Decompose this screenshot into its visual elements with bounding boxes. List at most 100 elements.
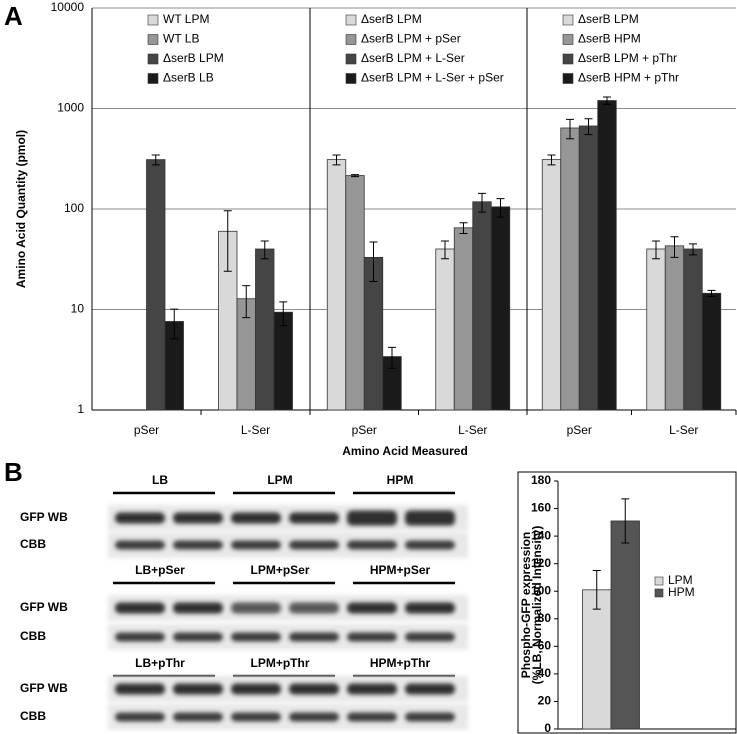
error-bar bbox=[707, 289, 716, 297]
x-tick-label: L-Ser bbox=[241, 423, 270, 437]
blot-group-label: LB bbox=[152, 473, 168, 487]
blot-band bbox=[289, 602, 339, 614]
y-axis-title: Amino Acid Quantity (pmol) bbox=[14, 130, 28, 288]
blot-band bbox=[115, 512, 165, 524]
bar bbox=[597, 100, 617, 411]
error-bar bbox=[584, 118, 593, 136]
blot-group-label: LPM+pSer bbox=[250, 563, 309, 577]
legend-swatch bbox=[147, 34, 159, 45]
blot-band bbox=[347, 683, 397, 695]
panel-label: B bbox=[4, 457, 23, 487]
blot-band bbox=[347, 602, 397, 614]
blot-band bbox=[347, 632, 397, 642]
blot-band bbox=[405, 632, 455, 642]
y-tick-label: 160 bbox=[531, 501, 551, 515]
blot-band bbox=[289, 540, 339, 550]
legend-label: ΔserB LPM + L-Ser + pSer bbox=[361, 71, 504, 85]
blot-row-label: CBB bbox=[20, 537, 46, 551]
blot-band bbox=[231, 540, 281, 550]
bar bbox=[646, 248, 666, 411]
legend-swatch bbox=[562, 34, 574, 45]
error-bar bbox=[621, 498, 630, 544]
blot-band bbox=[405, 510, 455, 526]
bar bbox=[610, 520, 640, 730]
error-bar bbox=[351, 174, 359, 178]
y-tick-label: 100 bbox=[64, 201, 84, 215]
legend-label: LPM bbox=[668, 573, 693, 587]
blot-band bbox=[173, 512, 223, 524]
legend-label: ΔserB LPM + pThr bbox=[578, 51, 677, 65]
error-bar bbox=[689, 243, 697, 256]
y-tick-label: 180 bbox=[531, 473, 551, 487]
panel-label: A bbox=[4, 1, 23, 31]
y-tick-label: 0 bbox=[544, 721, 551, 734]
legend-label: ΔserB HPM + pThr bbox=[578, 71, 679, 85]
blot-band bbox=[289, 632, 339, 642]
blot-group-label: LB+pThr bbox=[135, 656, 185, 670]
y-tick-label: 10 bbox=[71, 302, 85, 316]
blot-group-label: HPM+pThr bbox=[370, 656, 431, 670]
x-tick-label: pSer bbox=[134, 423, 159, 437]
blot-band bbox=[173, 540, 223, 550]
blot-band bbox=[231, 712, 281, 722]
legend-swatch bbox=[345, 53, 357, 65]
bar bbox=[326, 159, 347, 411]
y-axis-title: (%LB, Normalized Intensity) bbox=[530, 526, 544, 685]
bar bbox=[664, 245, 685, 411]
blot-group-label: HPM bbox=[387, 473, 414, 487]
blot-group-label: LB+pSer bbox=[135, 563, 185, 577]
error-bar bbox=[441, 240, 449, 260]
error-bar bbox=[652, 240, 660, 260]
error-bar bbox=[151, 154, 160, 166]
legend-swatch bbox=[345, 34, 357, 45]
bar bbox=[146, 159, 166, 411]
blot-band bbox=[231, 602, 281, 614]
blot-band bbox=[115, 602, 165, 614]
x-tick-label: pSer bbox=[352, 423, 377, 437]
legend-swatch bbox=[562, 14, 574, 26]
legend-label: ΔserB LPM bbox=[163, 51, 224, 65]
blot-row-label: CBB bbox=[20, 709, 46, 723]
blot-band bbox=[173, 602, 223, 614]
blot-band bbox=[347, 510, 397, 526]
blot-band bbox=[289, 512, 339, 524]
blot-row-label: GFP WB bbox=[20, 510, 68, 524]
y-tick-label: 10000 bbox=[51, 0, 85, 14]
blot-band bbox=[405, 683, 455, 695]
legend-label: WT LB bbox=[163, 32, 199, 46]
legend-swatch bbox=[654, 576, 664, 586]
error-bar bbox=[566, 118, 574, 140]
y-tick-label: 80 bbox=[538, 611, 552, 625]
blot-row-label: CBB bbox=[20, 629, 46, 643]
error-bar bbox=[478, 192, 486, 213]
bar bbox=[541, 159, 562, 411]
y-axis-title: Phospho-GFP expression bbox=[519, 532, 533, 678]
y-tick-label: 120 bbox=[531, 556, 551, 570]
error-bar bbox=[547, 154, 556, 166]
x-tick-label: L-Ser bbox=[458, 423, 487, 437]
bar bbox=[490, 206, 511, 411]
blot-band bbox=[405, 540, 455, 550]
legend-label: HPM bbox=[668, 585, 695, 599]
blot-band bbox=[289, 683, 339, 695]
bar bbox=[701, 292, 722, 411]
error-bar bbox=[279, 301, 288, 327]
blot-band bbox=[347, 712, 397, 722]
bar bbox=[255, 248, 275, 411]
error-bar bbox=[592, 570, 601, 610]
legend-swatch bbox=[147, 14, 159, 26]
blot-band bbox=[289, 712, 339, 722]
blot-band bbox=[115, 540, 165, 550]
legend-swatch bbox=[562, 53, 574, 65]
error-bar bbox=[388, 346, 396, 369]
x-tick-label: pSer bbox=[567, 423, 592, 437]
bar bbox=[683, 248, 703, 411]
blot-band bbox=[115, 632, 165, 642]
bar bbox=[560, 127, 580, 411]
y-tick-label: 140 bbox=[531, 528, 551, 542]
legend-label: ΔserB LPM bbox=[361, 12, 422, 26]
y-tick-label: 100 bbox=[531, 583, 551, 597]
blot-band bbox=[405, 712, 455, 722]
legend-label: WT LPM bbox=[163, 12, 209, 26]
legend-swatch bbox=[654, 588, 664, 598]
